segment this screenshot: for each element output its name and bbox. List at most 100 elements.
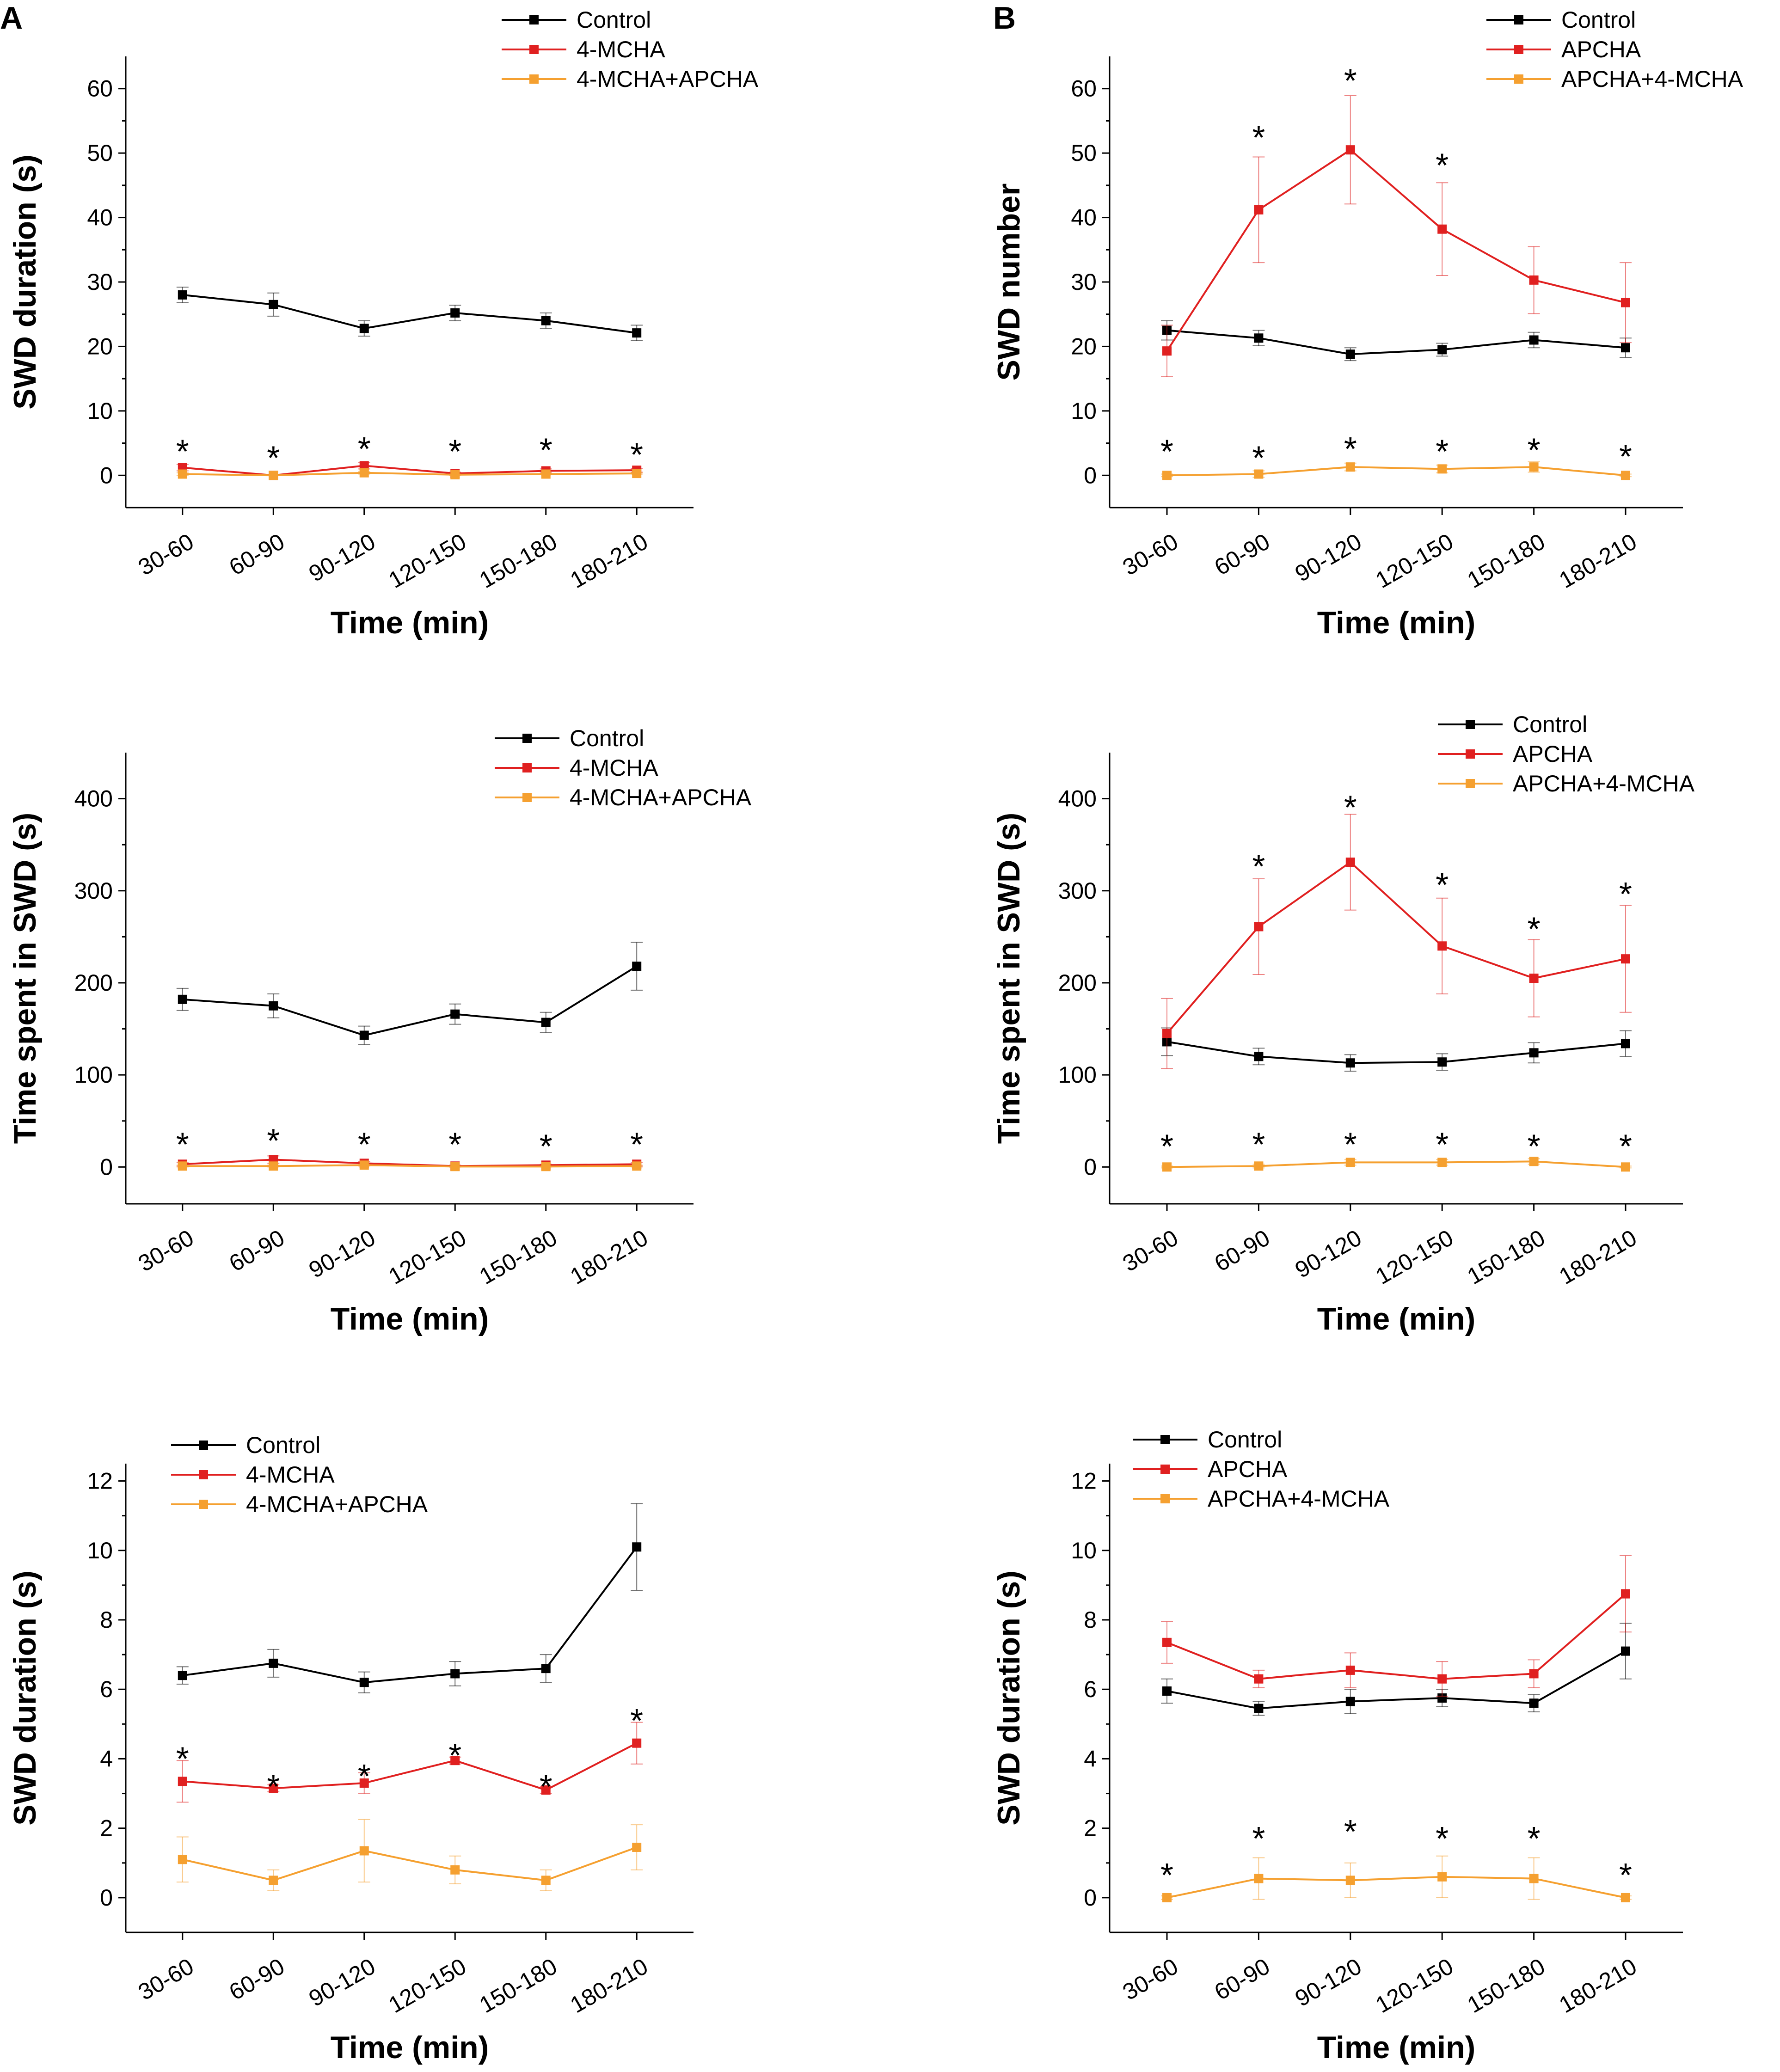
data-point: [1345, 349, 1355, 359]
series-1: [1161, 1027, 1632, 1072]
x-tick-label: 120-150: [1371, 528, 1458, 593]
data-point: [1345, 1876, 1355, 1885]
significance-star: *: [1252, 1127, 1265, 1164]
series-3: [1161, 1855, 1632, 1902]
data-point: [1254, 1704, 1264, 1713]
significance-star: *: [1160, 433, 1173, 470]
x-tick-label: 120-150: [384, 1225, 471, 1289]
series-2: [176, 1155, 643, 1171]
data-point: [632, 469, 642, 478]
x-tick-label: 90-120: [304, 1953, 380, 2011]
significance-star: *: [540, 1769, 552, 1806]
data-point: [359, 1846, 369, 1856]
data-point: [1621, 954, 1630, 964]
data-point: [632, 1161, 642, 1171]
x-axis-label: Time (min): [331, 1301, 489, 1336]
legend-swatch-marker: [522, 734, 532, 743]
y-tick-label: 30: [1071, 269, 1097, 295]
series-3: [176, 468, 643, 480]
y-tick-label: 30: [87, 269, 113, 295]
x-tick-label: 30-60: [134, 1225, 198, 1276]
data-point: [1437, 1674, 1447, 1684]
y-tick-label: 50: [87, 140, 113, 166]
x-axis-label: Time (min): [1317, 2030, 1476, 2065]
data-point: [178, 1671, 187, 1680]
y-tick-label: 4: [100, 1746, 113, 1772]
data-point: [1437, 1057, 1447, 1067]
significance-star: *: [1160, 1857, 1173, 1894]
data-point: [1345, 1665, 1355, 1675]
significance-star: *: [448, 1127, 461, 1164]
x-tick-label: 90-120: [1290, 1953, 1366, 2011]
chart-5: 0 2 4 6 8 10 12 30-60 60-90 90-120 120-150 150-180 1…: [7, 1432, 694, 2065]
x-tick-label: 120-150: [1371, 1225, 1458, 1289]
legend-label: Control: [1561, 7, 1636, 33]
significance-star: *: [1344, 431, 1357, 468]
data-point: [1254, 922, 1264, 932]
series-line: [1166, 1876, 1626, 1899]
series-2: [1161, 95, 1632, 377]
y-tick-label: 0: [100, 1885, 113, 1911]
x-axis-label: Time (min): [1317, 605, 1476, 640]
legend-label: APCHA: [1208, 1456, 1288, 1482]
x-tick-label: 60-90: [225, 528, 289, 580]
significance-star: *: [540, 1128, 552, 1165]
x-tick-label: 90-120: [304, 528, 380, 587]
data-point: [359, 468, 369, 478]
y-tick-label: 0: [1084, 1885, 1097, 1911]
y-tick-label: 60: [87, 76, 113, 102]
significance-star: *: [1252, 440, 1265, 477]
significance-star: *: [267, 1769, 280, 1806]
data-point: [1162, 1686, 1172, 1696]
data-point: [450, 1009, 460, 1019]
series-line: [1166, 466, 1626, 477]
significance-star: *: [1436, 1127, 1449, 1164]
y-axis-label: SWD number: [991, 184, 1026, 381]
data-point: [1437, 941, 1447, 951]
series-line: [182, 1164, 637, 1168]
significance-star: *: [448, 433, 461, 470]
y-tick-label: 20: [87, 333, 113, 359]
data-point: [359, 1678, 369, 1687]
series-3: [1161, 461, 1632, 480]
x-axis-label: Time (min): [1317, 1301, 1476, 1336]
legend-label: APCHA: [1513, 741, 1593, 767]
legend: Control 4-MCHA 4-MCHA+APCHA: [495, 725, 752, 810]
data-point: [1345, 1697, 1355, 1706]
data-point: [359, 324, 369, 333]
data-point: [1254, 1674, 1264, 1684]
data-point: [359, 1160, 369, 1170]
y-tick-label: 2: [100, 1815, 113, 1841]
data-point: [450, 1865, 460, 1875]
legend-swatch-marker: [529, 45, 539, 54]
significance-star: *: [358, 431, 371, 468]
series-line: [182, 1846, 637, 1882]
significance-star: *: [1436, 433, 1449, 470]
data-point: [1529, 335, 1539, 345]
data-point: [178, 290, 187, 300]
series-line: [1166, 148, 1626, 352]
x-tick-label: 180-210: [566, 528, 652, 593]
legend-swatch-marker: [1466, 720, 1475, 729]
data-point: [1529, 1157, 1539, 1166]
data-point: [269, 1001, 278, 1011]
data-point: [1437, 464, 1447, 474]
series-3: [176, 1819, 643, 1891]
significance-star: *: [176, 1127, 189, 1164]
significance-star: *: [630, 436, 643, 473]
data-point: [541, 316, 551, 325]
series-line: [182, 294, 637, 334]
significance-star: *: [1619, 1128, 1632, 1165]
data-point: [1529, 1874, 1539, 1883]
y-tick-label: 0: [1084, 462, 1097, 488]
data-point: [1437, 1158, 1447, 1167]
series-1: [176, 942, 643, 1045]
y-tick-label: 12: [1071, 1468, 1097, 1494]
data-point: [1345, 462, 1355, 472]
significance-star: *: [1436, 147, 1449, 184]
y-tick-label: 8: [1084, 1607, 1097, 1633]
data-point: [359, 461, 369, 471]
legend-swatch-marker: [529, 74, 539, 84]
x-tick-label: 150-180: [1463, 1953, 1549, 2018]
significance-star: *: [358, 1127, 371, 1164]
